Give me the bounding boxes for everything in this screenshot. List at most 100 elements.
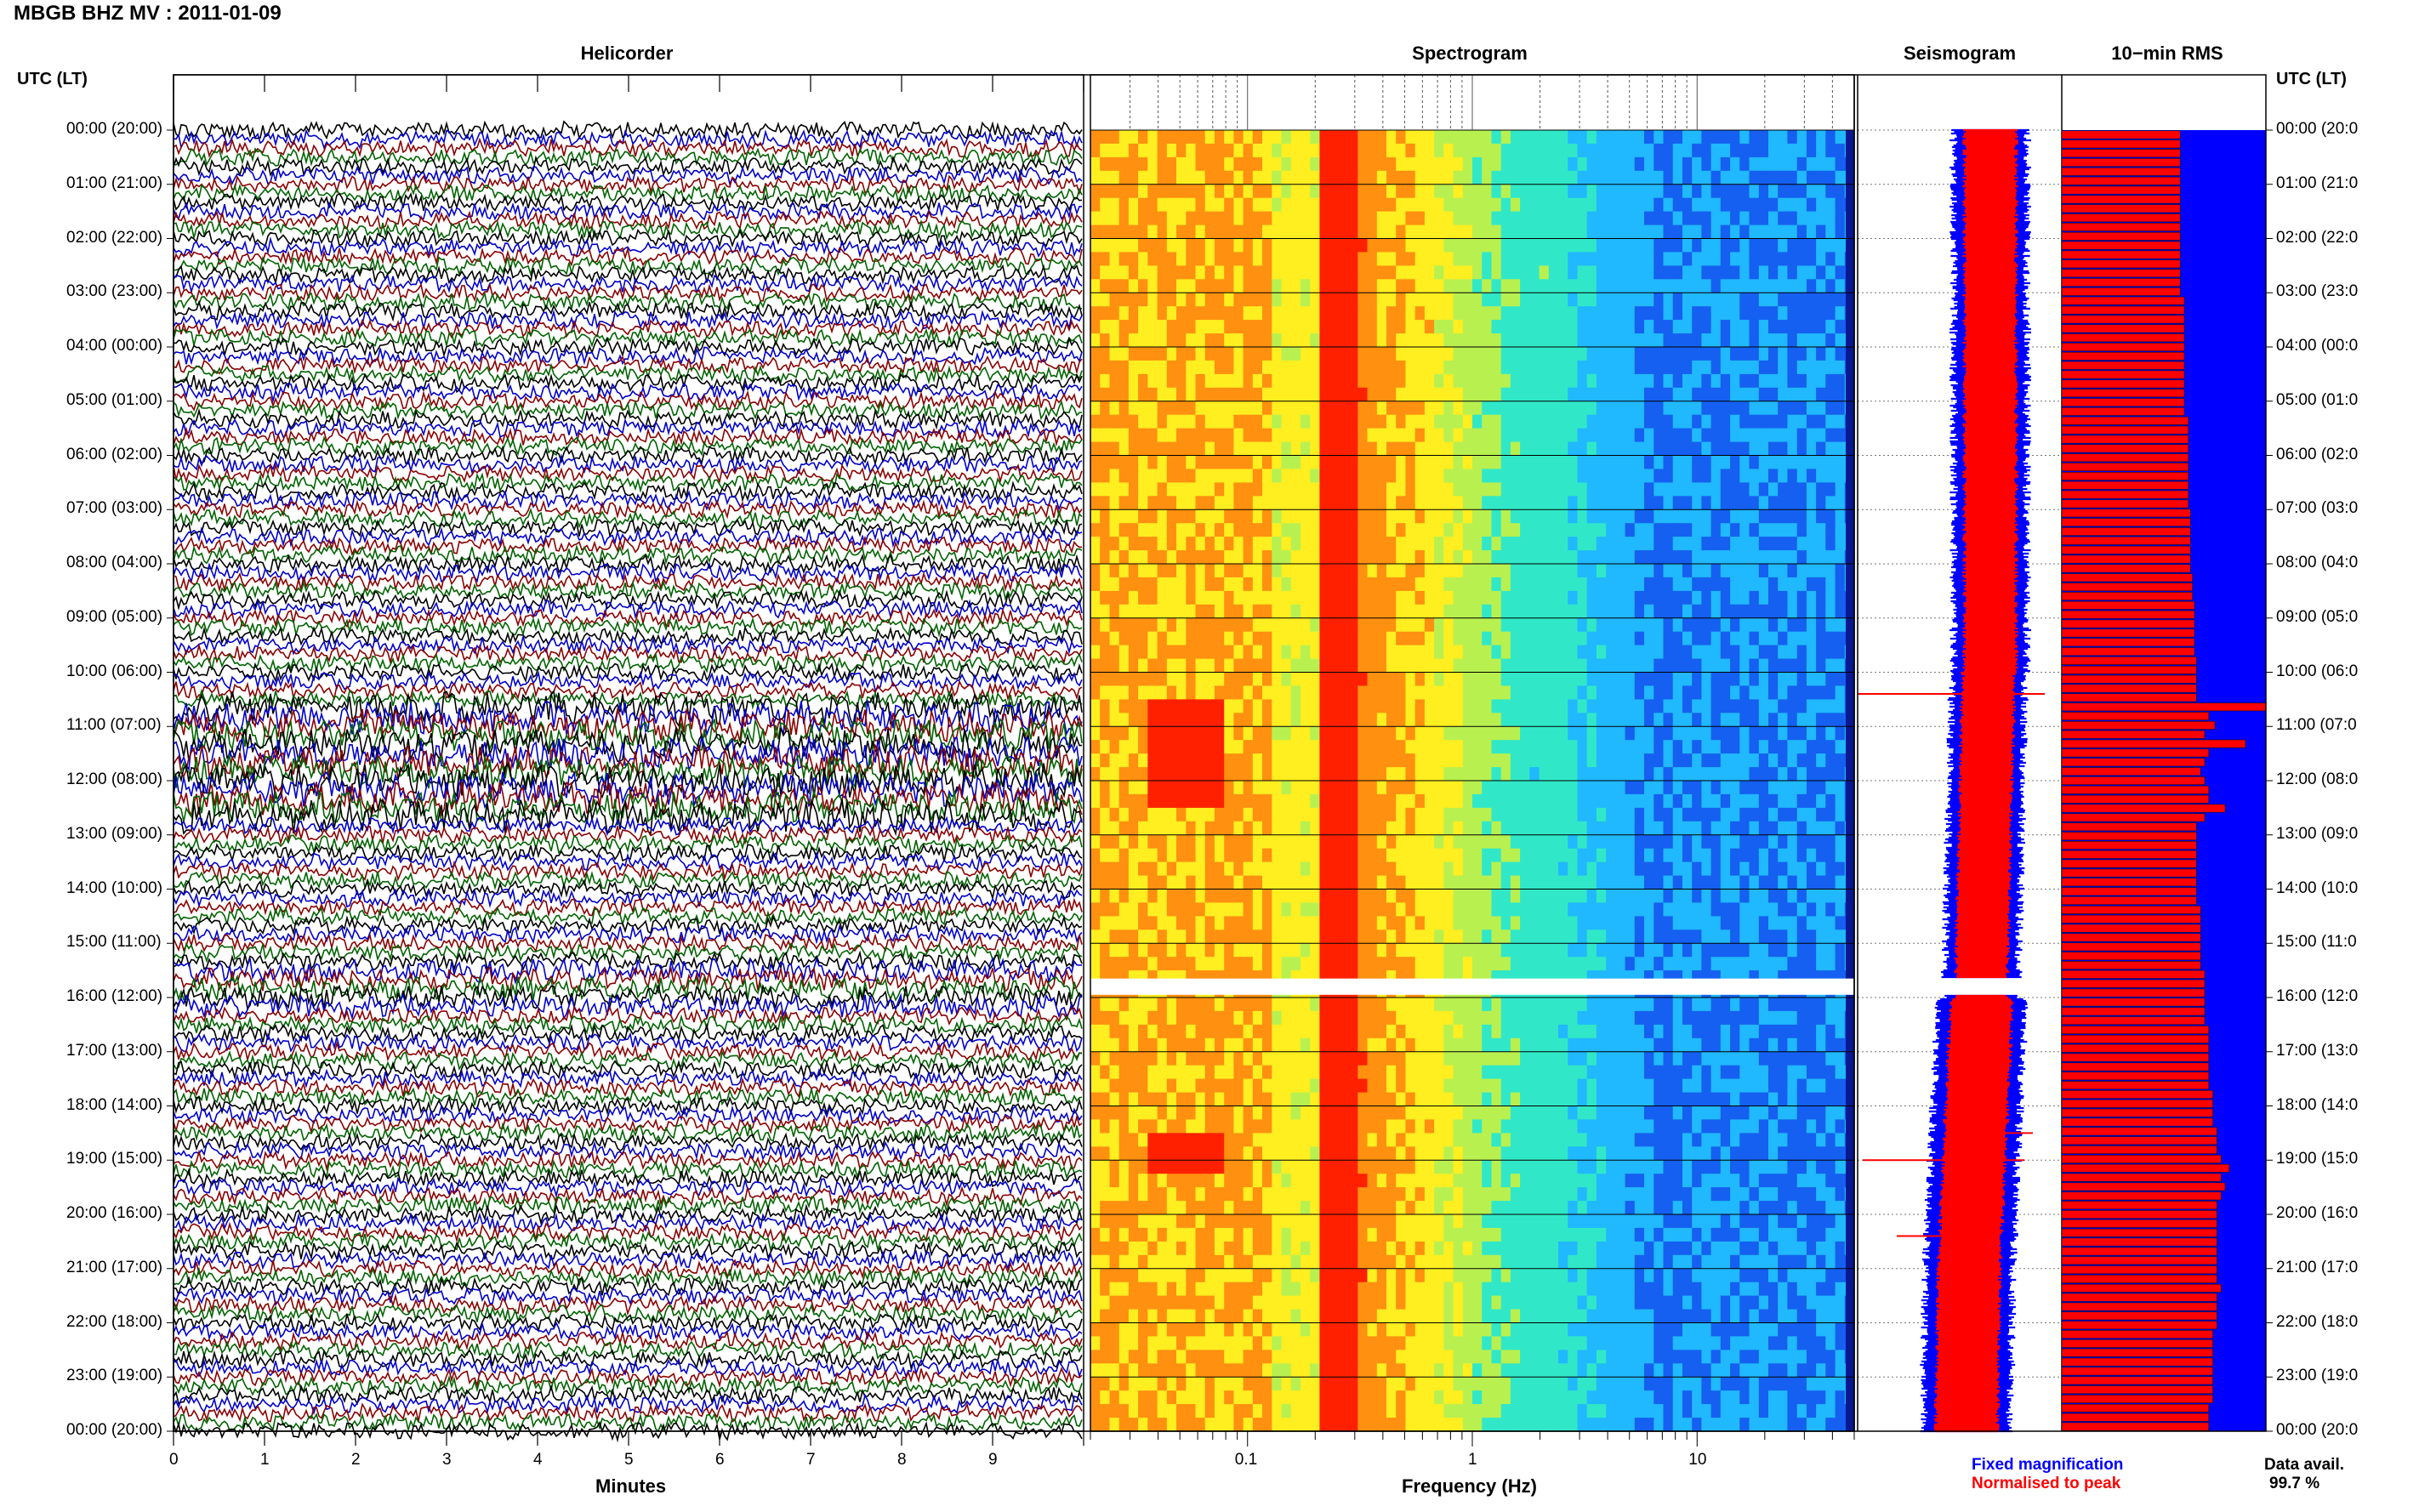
spectrogram-cell	[1157, 523, 1168, 537]
spectrogram-cell	[1778, 726, 1788, 741]
spectrogram-cell	[1758, 252, 1769, 266]
spectrogram-cell	[1214, 293, 1225, 307]
spectrogram-cell	[1453, 333, 1464, 348]
helicorder-trace	[173, 543, 1083, 566]
spectrogram-cell	[1672, 130, 1683, 145]
spectrogram-cell	[1548, 414, 1559, 429]
spectrogram-cell	[1262, 130, 1272, 145]
spectrogram-cell	[1701, 387, 1712, 402]
spectrogram-cell	[1329, 469, 1340, 483]
spectrogram-cell	[1778, 793, 1788, 809]
spectrogram-cell	[1186, 197, 1197, 213]
spectrogram-cell	[1166, 211, 1177, 226]
spectrogram-cell	[1682, 252, 1693, 266]
spectrogram-cell	[1376, 279, 1387, 293]
spectrogram-cell	[1224, 902, 1234, 917]
spectrogram-cell	[1424, 713, 1435, 727]
spectrogram-cell	[1577, 807, 1588, 822]
spectrogram-cell	[1548, 889, 1559, 903]
spectrogram-cell	[1090, 130, 1101, 145]
spectrogram-cell	[1224, 550, 1234, 565]
spectrogram-cell	[1357, 211, 1369, 226]
spectrogram-cell	[1138, 279, 1148, 293]
spectrogram-cell	[1281, 590, 1292, 605]
spectrogram-cell	[1510, 807, 1521, 822]
helicorder-trace	[173, 1014, 1083, 1036]
spectrogram-cell	[1796, 590, 1807, 605]
spectrogram-cell	[1424, 469, 1435, 483]
spectrogram-cell	[1796, 753, 1807, 768]
spectrogram-cell	[1166, 238, 1177, 253]
spectrogram-cell	[1147, 699, 1158, 713]
spectrogram-cell	[1414, 740, 1426, 754]
spectrogram-cell	[1806, 469, 1817, 483]
spectrogram-cell	[1338, 197, 1349, 213]
spectrogram-cell	[1157, 170, 1168, 185]
spectrogram-cell	[1157, 631, 1168, 646]
spectrogram-cell	[1376, 834, 1387, 850]
spectrogram-cell	[1396, 604, 1406, 619]
spectrogram-cell	[1701, 631, 1712, 646]
spectrogram-cell	[1548, 645, 1559, 660]
spectrogram-cell	[1548, 604, 1559, 619]
spectrogram-cell	[1472, 658, 1483, 674]
spectrogram-cell	[1806, 184, 1817, 199]
spectrogram-cell	[1644, 156, 1654, 172]
spectrogram-cell	[1214, 617, 1225, 633]
spectrogram-cell	[1128, 143, 1139, 158]
spectrogram-cell	[1596, 631, 1607, 646]
spectrogram-cell	[1100, 523, 1110, 537]
spectrogram-cell	[1692, 455, 1702, 469]
spectrogram-cell	[1195, 848, 1206, 863]
spectrogram-cell	[1548, 252, 1559, 266]
spectrogram-cell	[1806, 577, 1817, 592]
spectrogram-cell	[1796, 631, 1807, 646]
spectrogram-cell	[1214, 252, 1225, 266]
spectrogram-cell	[1568, 428, 1579, 443]
spectrogram-cell	[1462, 658, 1473, 674]
spectrogram-cell	[1147, 564, 1158, 578]
spectrogram-cell	[1405, 211, 1416, 226]
spectrogram-cell	[1272, 238, 1283, 253]
spectrogram-cell	[1644, 848, 1654, 863]
spectrogram-cell	[1166, 631, 1177, 646]
spectrogram-cell	[1510, 143, 1521, 158]
spectrogram-cell	[1558, 617, 1568, 633]
spectrogram-cell	[1615, 875, 1626, 890]
spectrogram-cell	[1272, 658, 1283, 674]
spectrogram-cell	[1634, 225, 1645, 240]
spectrogram-cell	[1778, 293, 1788, 307]
spectrogram-cell	[1568, 889, 1579, 903]
spectrogram-cell	[1357, 170, 1369, 185]
spectrogram-cell	[1663, 238, 1674, 253]
spectrogram-cell	[1414, 564, 1426, 578]
spectrogram-cell	[1195, 455, 1206, 469]
spectrogram-cell	[1692, 156, 1702, 172]
helicorder-trace	[173, 870, 1083, 890]
spectrogram-cell	[1796, 889, 1807, 903]
spectrogram-cell	[1606, 184, 1616, 199]
spectrogram-cell	[1606, 604, 1616, 619]
spectrogram-cell	[1186, 211, 1197, 226]
spectrogram-cell	[1462, 848, 1473, 863]
spectrogram-cell	[1529, 848, 1540, 863]
spectrogram-cell	[1443, 645, 1454, 660]
spectrogram-cell	[1281, 875, 1292, 890]
spectrogram-cell	[1281, 645, 1292, 660]
spectrogram-cell	[1424, 848, 1435, 863]
spectrogram-cell	[1615, 496, 1626, 510]
spectrogram-cell	[1730, 672, 1740, 686]
spectrogram-cell	[1835, 252, 1846, 266]
spectrogram-cell	[1414, 821, 1426, 836]
spectrogram-cell	[1749, 238, 1760, 253]
spectrogram-cell	[1615, 143, 1626, 158]
spectrogram-cell	[1615, 672, 1626, 686]
spectrogram-cell	[1100, 441, 1110, 457]
spectrogram-cell	[1768, 889, 1779, 903]
spectrogram-cell	[1224, 740, 1234, 754]
spectrogram-cell	[1290, 333, 1301, 348]
spectrogram-cell	[1653, 821, 1665, 836]
spectrogram-cell	[1329, 834, 1340, 850]
spectrogram-cell	[1453, 265, 1464, 280]
spectrogram-cell	[1414, 631, 1426, 646]
